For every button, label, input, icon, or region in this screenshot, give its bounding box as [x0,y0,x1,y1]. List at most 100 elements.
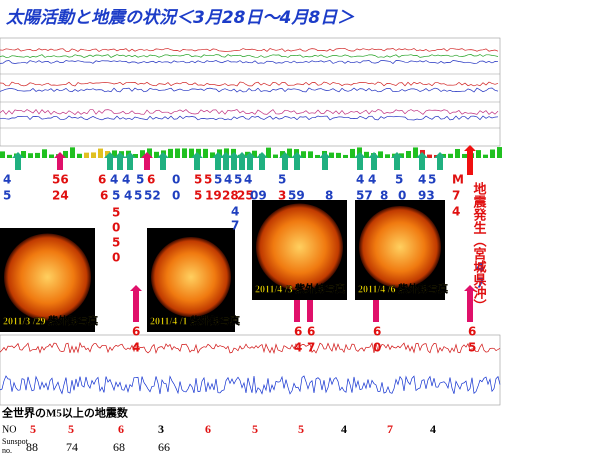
kp-bar [35,152,40,158]
kp-bar [378,151,383,158]
quake-magnitude: 5 [428,173,436,187]
arrow [236,152,248,170]
row-label: NO [2,424,16,435]
quake-magnitude: 4 [124,189,132,203]
sun [256,203,343,291]
arrow [368,152,380,170]
row-label: Sunspot [2,437,29,446]
arrow [220,152,232,170]
kp-bar [140,150,145,158]
quake-magnitude: 0 [112,251,120,265]
quake-magnitude: 5 [214,173,222,187]
kp-bar [210,152,215,158]
quake-magnitude: 6 [100,189,108,203]
title: 太陽活動と地震の状況＜3月28日～4月8日＞ [5,8,355,28]
quake-magnitude: 6 [307,325,315,339]
trace [0,48,499,52]
quake-magnitude: 0 [398,189,406,203]
arrow [12,152,24,170]
kp-bar [301,151,306,158]
kp-bar [42,149,47,158]
quake-magnitude: 4 [356,173,364,187]
arrow [279,152,291,170]
quake-magnitude: 3 [278,189,286,203]
sunspot-number: 88 [26,440,38,454]
kp-bar [63,150,68,158]
kp-bar [427,154,432,158]
quake-magnitude: 5 [468,341,476,355]
quake-magnitude: 5 [278,173,286,187]
trace [0,109,499,115]
kp-bar [133,154,138,158]
quake-magnitude: 4 [418,173,426,187]
kp-bar [182,148,187,158]
arrow [464,145,476,175]
quake-count: 4 [430,422,436,436]
kp-bar [147,148,152,158]
panel [0,334,501,406]
kp-bar [21,151,26,158]
kp-bar [70,147,75,158]
quake-magnitude: 6 [132,325,140,339]
photo-caption: 2011/4 /6 紫外線写真 [358,282,448,295]
kp-bar [448,153,453,158]
quake-magnitude: 4 [122,173,130,187]
arrow [319,152,331,170]
kp-bar [287,148,292,158]
kp-bar [315,154,320,158]
arrow [256,152,268,170]
quake-magnitude: 5 [395,173,403,187]
quake-magnitude: 59 [288,189,305,203]
photo-caption: 2011/4 /3 紫外線写真 [255,282,345,295]
row-label: no. [2,446,12,455]
quake-magnitude: 19 [205,189,222,203]
quake-count: 6 [118,422,124,436]
kp-bar [413,147,418,158]
kp-bar [84,152,89,158]
quake-magnitude: 4 [132,341,140,355]
quake-magnitude: 4 [476,261,484,275]
quake-magnitude: 5 [204,173,212,187]
quake-magnitude: 5 [136,173,144,187]
arrow [416,152,428,170]
sun [4,233,91,321]
kp-bar [7,154,12,158]
quake-magnitude: 93 [418,189,435,203]
quake-magnitude: 0 [172,173,180,187]
arrow [291,152,303,170]
quake-magnitude: 0 [112,221,120,235]
quake-count: 5 [68,422,74,436]
sunspot-number: 66 [158,440,170,454]
quake-magnitude: 0 [172,189,180,203]
sunspot-number: 68 [113,440,125,454]
arrow [191,152,203,170]
kp-bar [203,148,208,158]
kp-bar [189,148,194,158]
kp-bar [483,154,488,158]
quake-count: 6 [205,422,211,436]
kp-bar [462,153,467,158]
quake-magnitude: 6 [294,325,302,339]
kp-bar [336,152,341,158]
kp-bar [196,148,201,158]
kp-bar [273,154,278,158]
sun [359,206,441,288]
arrow [354,152,366,170]
kp-bar [476,150,481,158]
kp-bar [308,151,313,158]
quake-count: 5 [30,422,36,436]
quake-magnitude: 5 [3,189,11,203]
sunspot-number: 74 [66,440,78,454]
quake-magnitude: 8 [380,189,388,203]
quake-magnitude: 09 [250,189,267,203]
kp-bar [98,148,103,158]
quake-count: 5 [298,422,304,436]
kp-bar [77,153,82,158]
quake-magnitude: 4 [244,173,252,187]
trace [0,54,499,58]
photo-caption: 2011/4 /1 紫外線写真 [150,314,240,327]
arrow [104,152,116,170]
quake-magnitude: 28 [222,189,239,203]
kp-bar [399,153,404,158]
